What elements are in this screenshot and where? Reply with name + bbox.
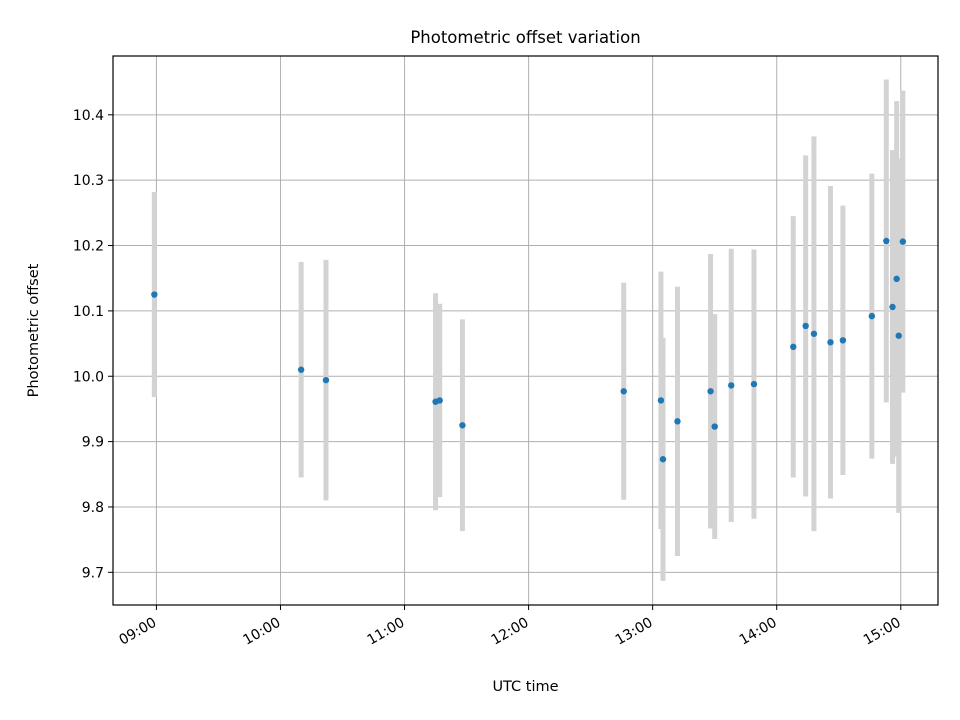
data-point	[868, 312, 876, 320]
y-tick-label: 10.2	[73, 239, 104, 255]
y-axis-ticks: 9.7 9.8 9.9 10.0 10.1 10.2 10.3 10.4	[73, 108, 113, 581]
data-point	[810, 330, 818, 337]
data-point	[620, 388, 627, 395]
x-tick-label: 09:00	[116, 615, 159, 649]
y-axis-label: Photometric offset	[26, 263, 42, 397]
y-tick-label: 9.9	[82, 435, 104, 451]
grid-lines	[113, 56, 938, 605]
x-tick-label: 12:00	[489, 615, 532, 649]
chart-title: Photometric offset variation	[410, 28, 640, 47]
y-tick-label: 10.4	[73, 108, 104, 124]
data-point	[790, 343, 797, 351]
data-point	[802, 322, 809, 330]
data-point	[657, 397, 665, 404]
x-axis-label: UTC time	[492, 679, 558, 695]
data-point	[297, 366, 305, 373]
y-tick-label: 10.3	[73, 173, 104, 189]
data-point	[750, 380, 758, 388]
data-point	[322, 376, 330, 384]
data-points	[151, 237, 907, 463]
y-tick-label: 9.8	[82, 500, 104, 516]
data-point	[893, 275, 900, 283]
data-point	[827, 339, 834, 346]
data-point	[899, 238, 907, 245]
data-point	[659, 456, 667, 463]
data-point	[674, 418, 681, 425]
data-point	[895, 332, 902, 339]
data-point	[711, 423, 718, 430]
data-point	[889, 303, 896, 311]
data-point	[707, 388, 714, 395]
x-tick-label: 13:00	[613, 615, 656, 649]
data-point	[883, 237, 890, 245]
plot-area-frame	[112, 55, 939, 606]
x-axis-ticks: 09:00 10:00 11:00 12:00 13:00 14:00 15:00	[116, 605, 904, 649]
y-tick-label: 9.7	[82, 565, 104, 581]
data-point	[459, 422, 466, 429]
data-point	[151, 291, 158, 298]
data-point	[436, 397, 443, 404]
x-tick-label: 15:00	[861, 615, 904, 649]
x-tick-label: 10:00	[241, 615, 284, 649]
x-tick-label: 14:00	[737, 615, 780, 649]
data-point	[839, 337, 847, 344]
y-tick-label: 10.1	[73, 304, 104, 320]
x-tick-label: 11:00	[365, 615, 408, 649]
data-point	[728, 382, 735, 389]
y-tick-label: 10.0	[73, 369, 104, 385]
